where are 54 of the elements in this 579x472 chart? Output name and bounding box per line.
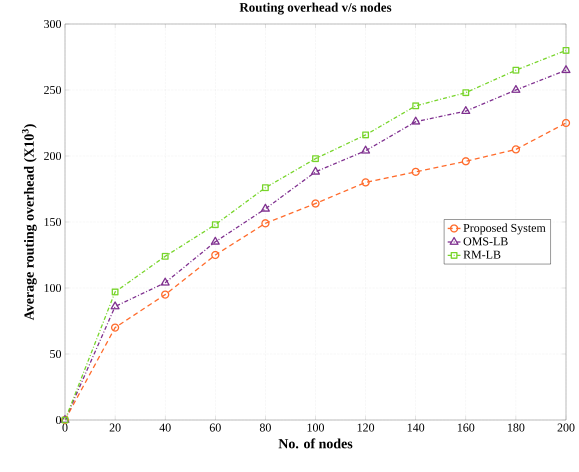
y-tick-label: 50 (50, 350, 62, 358)
y-tick-label: 300 (44, 20, 62, 28)
legend-label: Proposed System (463, 224, 546, 234)
point (162, 252, 169, 260)
point (361, 146, 370, 154)
x-tick-label: 100 (308, 424, 324, 432)
x-tick-label: 160 (458, 424, 474, 432)
point (412, 168, 420, 176)
legend-label: RM-LB (463, 250, 500, 259)
point (160, 278, 170, 286)
point (112, 288, 119, 296)
chart-title: Routing overhead v/s nodes (240, 2, 392, 14)
point (412, 102, 420, 110)
point (312, 155, 319, 162)
x-tick-label: 120 (358, 424, 374, 432)
point (311, 199, 320, 208)
y-tick-label: 100 (44, 284, 62, 292)
x-tick-label: 140 (408, 424, 424, 432)
point (161, 290, 170, 299)
x-tick-label: 80 (260, 424, 271, 432)
point (462, 157, 470, 166)
point (411, 116, 420, 125)
legend-label: OMS-LB (464, 237, 508, 246)
point (562, 118, 570, 128)
point (260, 204, 270, 212)
y-tick-label: 200 (44, 152, 62, 160)
x-tick-label: 180 (508, 424, 524, 432)
point (361, 178, 370, 187)
y-tick-label: 150 (44, 218, 62, 226)
point (261, 219, 270, 228)
x-tick-label: 60 (210, 424, 221, 432)
y-tick-label: 250 (44, 86, 62, 94)
point (562, 46, 570, 54)
x-tick-label: 20 (110, 424, 121, 432)
point (262, 184, 269, 192)
point (362, 131, 370, 138)
point (462, 89, 470, 96)
point (110, 301, 120, 310)
point (561, 65, 571, 74)
y-tick-label: 0 (56, 416, 62, 424)
x-tick-label: 200 (558, 424, 575, 432)
point (512, 145, 520, 154)
point (511, 84, 520, 93)
point (310, 166, 320, 175)
point (211, 250, 220, 260)
point (110, 323, 120, 332)
x-tick-label: 40 (159, 424, 171, 432)
y-axis-title: Average routing overhead (X10$^{3}$) (22, 124, 37, 320)
x-axis-title: No. of nodes (278, 438, 352, 448)
point (461, 106, 470, 114)
point (512, 66, 520, 74)
point (210, 236, 220, 245)
x-tick-label: 0 (62, 424, 68, 432)
point (212, 221, 219, 228)
